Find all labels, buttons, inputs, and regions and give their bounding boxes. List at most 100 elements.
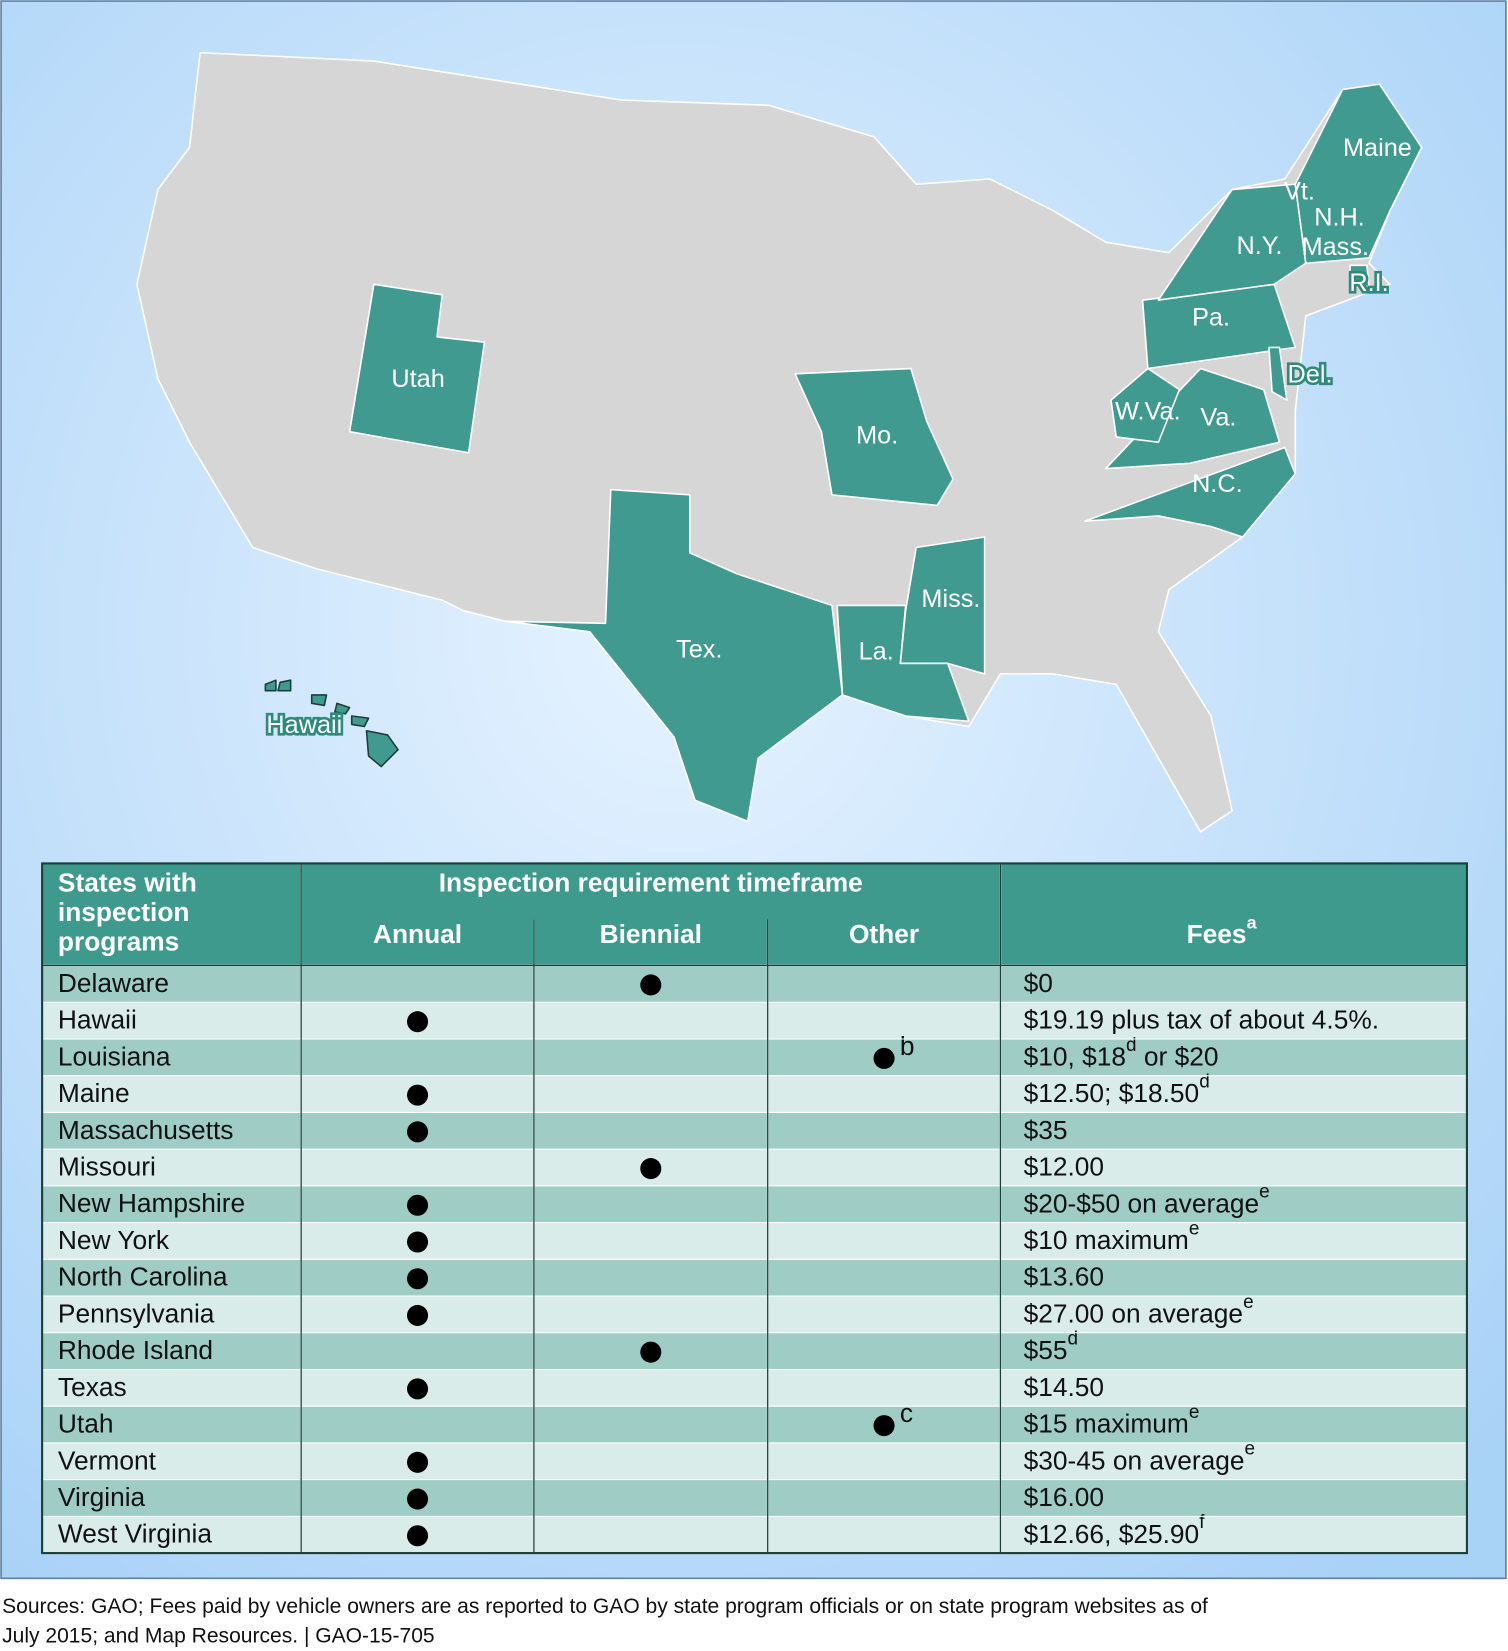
fee-cell: $35 — [1024, 1115, 1068, 1145]
fee-text: $10 maximum — [1024, 1225, 1189, 1255]
header-cell: Biennial — [600, 919, 702, 949]
fee-text: or $20 — [1137, 1041, 1219, 1071]
state-cell: Texas — [58, 1372, 127, 1402]
state-label: Maine — [1343, 134, 1412, 162]
footnote-mark: d — [1126, 1035, 1137, 1056]
new-england — [1294, 83, 1423, 265]
fee-cell: $12.66, $25.90f — [1024, 1512, 1206, 1549]
state-missouri — [794, 367, 954, 507]
state-cell: Rhode Island — [58, 1335, 213, 1365]
state-label: Del. — [1288, 361, 1333, 389]
row-bg — [42, 1442, 1467, 1480]
fee-text: $35 — [1024, 1115, 1068, 1145]
fee-cell: $0 — [1024, 968, 1053, 998]
state-rhode-island — [1349, 264, 1370, 288]
header-cell: Feesa — [1187, 912, 1258, 949]
footnote-mark: e — [1259, 1182, 1270, 1203]
state-label: La. — [859, 637, 894, 665]
state-texas — [504, 488, 844, 823]
fee-text: $15 maximum — [1024, 1409, 1189, 1439]
footnote-mark: b — [900, 1031, 915, 1061]
header-text: Fees — [1187, 919, 1247, 949]
state-cell: Delaware — [58, 968, 169, 998]
table-border — [41, 862, 1468, 1555]
header-cell: States with — [58, 867, 197, 897]
fee-text: $19.19 plus tax of about 4.5%. — [1024, 1005, 1380, 1035]
state-label: Vt. — [1284, 177, 1315, 205]
fee-text: $16.00 — [1024, 1482, 1104, 1512]
island — [264, 679, 277, 692]
dot — [407, 1121, 429, 1143]
header-cell: Other — [849, 919, 919, 949]
footnote-mark: e — [1243, 1292, 1254, 1313]
dot — [407, 1304, 429, 1326]
row-bg — [42, 1075, 1467, 1113]
state-cell: West Virginia — [58, 1519, 212, 1549]
state-virginia — [1104, 367, 1281, 470]
state-label: W.Va. — [1115, 397, 1181, 425]
row-bg — [42, 965, 1467, 1003]
footnote-mark: f — [1199, 1512, 1205, 1533]
state-label: Miss. — [921, 585, 980, 613]
dot — [640, 974, 662, 996]
fee-cell: $55d — [1024, 1329, 1078, 1366]
us-outline — [136, 51, 1423, 833]
dot — [640, 1158, 662, 1180]
state-label: N.C. — [1192, 470, 1243, 498]
state-north-carolina — [1083, 446, 1297, 538]
fee-text: $12.66, $25.90 — [1024, 1519, 1200, 1549]
footnote-mark: e — [1189, 1402, 1200, 1423]
state-cell: Hawaii — [58, 1005, 137, 1035]
row-bg — [42, 1479, 1467, 1517]
fee-text: $10, $18 — [1024, 1041, 1126, 1071]
island — [277, 679, 292, 692]
source-line: July 2015; and Map Resources. | GAO-15-7… — [2, 1625, 435, 1648]
state-label: R.I. — [1349, 269, 1388, 297]
state-west-virginia — [1110, 367, 1181, 444]
state-cell: Virginia — [58, 1482, 146, 1512]
fee-cell: $12.50; $18.50d — [1024, 1071, 1210, 1108]
fee-text: $0 — [1024, 968, 1053, 998]
map-labels: Maine Vt.N.H. N.Y. Mass. R.I. Pa. Del. W.Va. Va.… — [264, 134, 1412, 742]
island — [334, 702, 351, 715]
state-label: Tex. — [676, 635, 722, 663]
footnote-mark: e — [1245, 1439, 1256, 1460]
footnote-mark: d — [1199, 1071, 1210, 1092]
dot — [640, 1341, 662, 1363]
island — [350, 715, 370, 728]
state-cell: Louisiana — [58, 1041, 171, 1071]
fee-text: $12.50; $18.50 — [1024, 1078, 1200, 1108]
state-label: Hawaii — [266, 711, 342, 739]
fee-text: $14.50 — [1024, 1372, 1104, 1402]
dot — [407, 1525, 429, 1547]
row-bg — [42, 1038, 1467, 1076]
header-cell: Annual — [373, 919, 462, 949]
fee-cell: $10 maximume — [1024, 1218, 1200, 1255]
state-utah — [348, 283, 486, 454]
row-bg — [42, 1222, 1467, 1260]
dot — [407, 1011, 429, 1033]
dot — [873, 1047, 895, 1069]
fee-cell: $30-45 on averagee — [1024, 1439, 1255, 1476]
state-delaware — [1268, 346, 1288, 401]
fee-cell: $16.00 — [1024, 1482, 1104, 1512]
state-label: N.Y. — [1237, 232, 1283, 260]
fee-text: $55 — [1024, 1335, 1068, 1365]
row-bg — [42, 1406, 1467, 1443]
fee-text: $30-45 on average — [1024, 1445, 1245, 1475]
island — [365, 729, 399, 768]
state-label: Utah — [391, 365, 444, 393]
dot — [407, 1488, 429, 1510]
fee-text: $12.00 — [1024, 1152, 1104, 1182]
fee-cell: $12.00 — [1024, 1152, 1104, 1182]
dot — [407, 1194, 429, 1216]
state-label: Pa. — [1192, 304, 1230, 332]
dot — [407, 1084, 429, 1106]
fee-cell: $10, $18d or $20 — [1024, 1035, 1219, 1072]
row-bg — [42, 1185, 1467, 1223]
header-cell: Inspection requirement timeframe — [439, 867, 863, 897]
footnote-mark: e — [1189, 1218, 1200, 1239]
row-bg — [42, 1332, 1467, 1370]
